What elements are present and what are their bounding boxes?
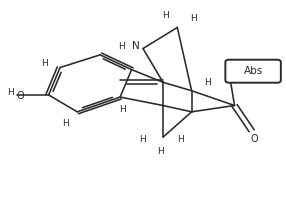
Text: O: O [251, 134, 258, 144]
Text: H: H [162, 11, 169, 20]
FancyBboxPatch shape [225, 60, 281, 83]
Text: H: H [177, 135, 184, 144]
Text: O: O [17, 91, 24, 101]
Text: H: H [118, 42, 125, 51]
Text: H: H [41, 59, 48, 68]
Text: H: H [190, 15, 196, 23]
Text: H: H [140, 135, 146, 144]
Text: N: N [132, 41, 140, 51]
Text: H: H [204, 78, 211, 87]
Text: Abs: Abs [243, 66, 263, 76]
Text: H: H [62, 119, 69, 128]
Text: H: H [7, 88, 13, 97]
Text: H: H [157, 147, 164, 156]
Text: H: H [120, 105, 126, 114]
